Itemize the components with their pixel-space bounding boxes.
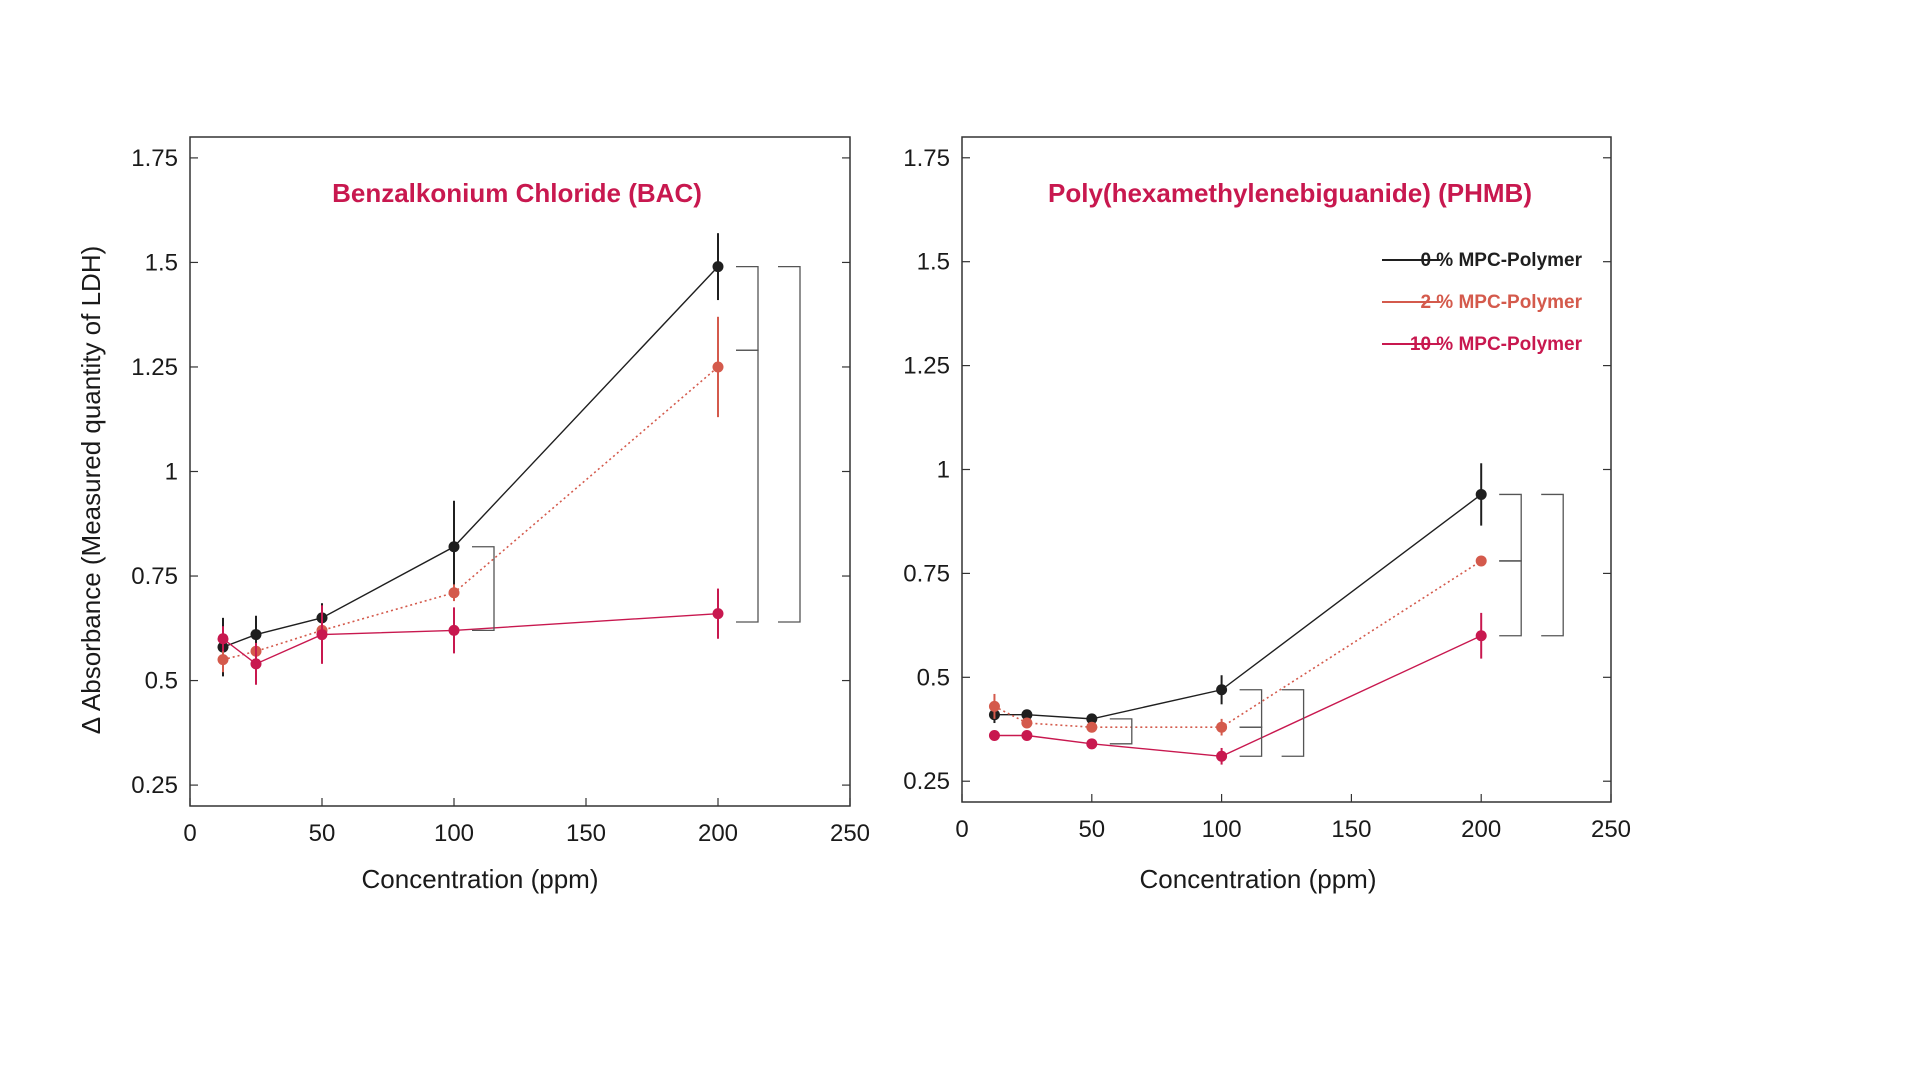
x-tick-label: 50 <box>1078 816 1105 843</box>
y-tick-label: 1 <box>165 459 178 486</box>
significance-bracket <box>1499 493 1522 562</box>
significance-bracket <box>1109 718 1133 745</box>
significance-bracket <box>736 349 759 623</box>
y-tick-label: 1.75 <box>903 145 950 172</box>
chart-title-bac: Benzalkonium Chloride (BAC) <box>332 178 702 208</box>
x-tick-label: 0 <box>183 820 196 847</box>
data-point-0pct <box>1475 488 1487 500</box>
y-tick-label: 1.5 <box>917 249 950 276</box>
x-tick-label: 250 <box>1591 816 1631 843</box>
data-point-10pct <box>217 633 229 645</box>
x-tick-label: 150 <box>1331 816 1371 843</box>
data-point-2pct <box>1475 555 1487 567</box>
y-axis-label-bac: Δ Absorbance (Measured quantity of LDH) <box>76 246 106 735</box>
y-tick-label: 0.25 <box>131 772 178 799</box>
y-tick-label: 0.5 <box>145 668 178 695</box>
series-line-2pct <box>222 366 719 661</box>
x-tick-label: 100 <box>434 820 474 847</box>
data-point-2pct <box>1216 721 1228 733</box>
significance-bracket <box>1239 726 1263 757</box>
data-point-10pct <box>1086 738 1098 750</box>
significance-bracket <box>778 265 801 623</box>
data-point-10pct <box>988 730 1000 741</box>
x-tick-label: 250 <box>830 820 870 847</box>
data-point-10pct <box>1216 750 1228 762</box>
x-tick-label: 100 <box>1202 816 1242 843</box>
data-point-10pct <box>448 624 460 636</box>
x-tick-label: 200 <box>698 820 738 847</box>
significance-bracket <box>1541 493 1564 637</box>
y-tick-label: 1.25 <box>903 353 950 380</box>
y-tick-label: 1.5 <box>145 249 178 276</box>
chart-title-phmb: Poly(hexamethylenebiguanide) (PHMB) <box>1048 178 1532 208</box>
x-axis-label-bac: Concentration (ppm) <box>362 864 599 894</box>
significance-bracket <box>736 265 759 351</box>
x-tick-label: 50 <box>309 820 336 847</box>
legend: 0 % MPC-Polymer 2 % MPC-Polymer 10 % MPC… <box>1382 250 1583 355</box>
data-point-0pct <box>250 629 262 641</box>
y-tick-label: 0.5 <box>917 664 950 691</box>
x-tick-label: 0 <box>955 816 968 843</box>
plot-frame-bac <box>189 136 851 807</box>
significance-bracket <box>1499 560 1522 637</box>
y-tick-label: 1.25 <box>131 354 178 381</box>
data-point-2pct <box>712 361 724 373</box>
y-tick-label: 1.75 <box>131 145 178 172</box>
x-tick-label: 150 <box>566 820 606 847</box>
data-point-0pct <box>712 261 724 273</box>
data-point-2pct <box>448 587 460 599</box>
data-point-2pct <box>217 654 229 666</box>
data-point-10pct <box>1475 630 1487 642</box>
data-point-10pct <box>1021 730 1033 741</box>
y-tick-label: 0.25 <box>903 768 950 795</box>
y-tick-label: 0.75 <box>903 560 950 587</box>
legend-label-0: 0 % MPC-Polymer <box>1420 250 1582 271</box>
legend-label-10: 10 % MPC-Polymer <box>1410 334 1583 355</box>
data-point-2pct <box>1086 721 1098 733</box>
data-point-2pct <box>1021 717 1033 729</box>
chart-bac: Benzalkonium Chloride (BAC) Δ Absorbance… <box>76 136 870 894</box>
plot-frame-phmb <box>961 136 1612 803</box>
data-point-0pct <box>1021 709 1033 721</box>
series-line-0pct <box>222 266 719 648</box>
significance-bracket <box>1281 689 1305 757</box>
significance-bracket <box>472 546 495 632</box>
y-tick-label: 1 <box>937 457 950 484</box>
series-line-2pct <box>994 560 1482 728</box>
legend-label-2: 2 % MPC-Polymer <box>1420 292 1582 313</box>
x-tick-label: 200 <box>1461 816 1501 843</box>
data-point-10pct <box>316 629 328 641</box>
series-line-10pct <box>994 635 1482 757</box>
data-point-0pct <box>448 541 460 553</box>
series-line-0pct <box>994 493 1482 720</box>
chart-phmb: Poly(hexamethylenebiguanide) (PHMB) Conc… <box>903 136 1631 894</box>
x-axis-label-phmb: Concentration (ppm) <box>1140 864 1377 894</box>
y-tick-label: 0.75 <box>131 563 178 590</box>
series-line-10pct <box>222 612 719 665</box>
data-point-10pct <box>250 658 262 670</box>
data-point-0pct <box>1216 684 1228 696</box>
data-point-2pct <box>988 700 1000 712</box>
data-point-10pct <box>712 608 724 620</box>
data-point-0pct <box>1086 713 1098 725</box>
